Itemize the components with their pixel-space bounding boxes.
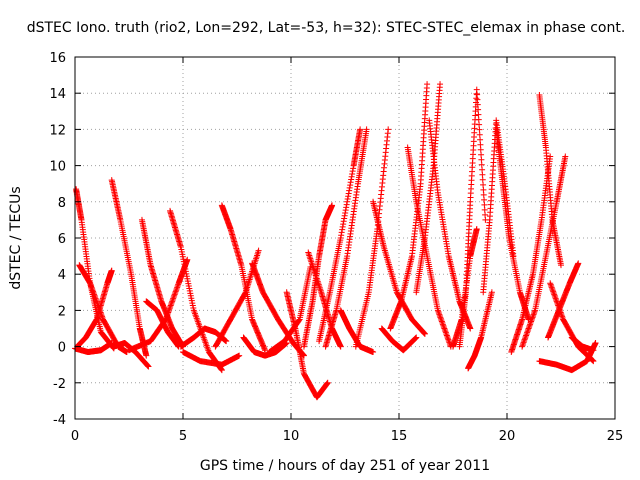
y-tick-label: -4 (53, 413, 66, 428)
data-point (385, 126, 392, 133)
data-series (322, 126, 370, 350)
data-point (145, 363, 152, 370)
data-points (72, 81, 599, 401)
data-point (424, 81, 431, 88)
data-series (72, 339, 115, 356)
y-tick-label: 0 (58, 341, 66, 356)
x-tick-label: 20 (499, 429, 516, 444)
y-tick-label: 16 (49, 51, 66, 66)
data-point (108, 339, 115, 346)
data-point (337, 343, 344, 350)
y-tick-label: 8 (58, 196, 66, 211)
data-series (76, 262, 130, 356)
data-point (324, 379, 331, 386)
data-point (296, 317, 303, 324)
data-point (143, 352, 150, 359)
data-point (236, 352, 243, 359)
x-tick-label: 25 (607, 429, 624, 444)
data-series (218, 202, 269, 354)
data-point (255, 247, 262, 254)
y-tick-label: 2 (58, 304, 66, 319)
data-point (329, 202, 336, 209)
chart-title: dSTEC Iono. truth (rio2, Lon=292, Lat=-5… (27, 20, 626, 36)
data-point (108, 267, 115, 274)
data-point (437, 81, 444, 88)
data-series (283, 289, 331, 401)
y-tick-label: 14 (49, 87, 66, 102)
data-series (126, 256, 191, 354)
data-point (357, 126, 364, 133)
data-series (387, 81, 431, 332)
x-tick-label: 10 (283, 429, 300, 444)
y-tick-label: 12 (49, 123, 66, 138)
y-tick-label: 4 (58, 268, 66, 283)
y-tick-label: -2 (53, 377, 66, 392)
data-series (426, 117, 474, 332)
data-series (180, 349, 243, 368)
data-series (74, 267, 115, 350)
grid (75, 57, 615, 419)
x-axis-label: GPS time / hours of day 251 of year 2011 (200, 458, 490, 474)
data-series (536, 339, 599, 374)
data-point (242, 290, 249, 297)
data-point (223, 338, 230, 345)
y-tick-label: 6 (58, 232, 66, 247)
data-point (218, 367, 225, 374)
data-series (337, 307, 377, 356)
y-axis-label: dSTEC / TECUs (8, 186, 24, 289)
data-series (212, 247, 262, 350)
data-series (316, 126, 364, 345)
data-series (108, 177, 150, 359)
y-tick-label: 10 (49, 160, 66, 175)
data-series (545, 260, 582, 341)
x-tick-label: 5 (179, 429, 187, 444)
x-tick-label: 0 (71, 429, 79, 444)
x-tick-label: 15 (391, 429, 408, 444)
data-point (262, 347, 269, 354)
